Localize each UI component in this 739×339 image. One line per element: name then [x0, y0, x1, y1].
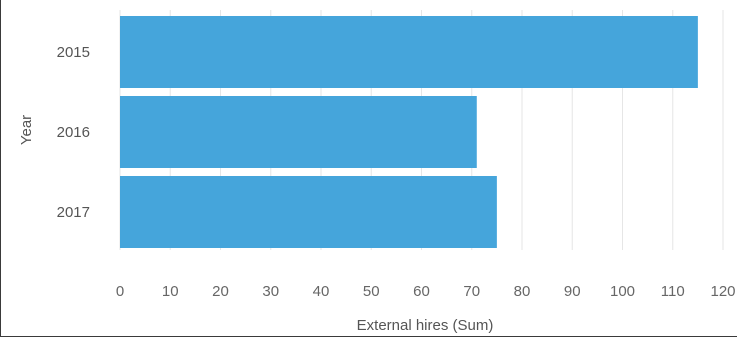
- category-label-2016: 2016: [57, 124, 90, 141]
- x-tick-label: 40: [313, 283, 330, 300]
- x-tick-label: 110: [661, 283, 685, 300]
- bar-2015[interactable]: [120, 16, 698, 88]
- x-tick-label: 120: [710, 283, 735, 300]
- y-category-labels: 2015 2016 2017: [57, 44, 90, 221]
- x-axis-title: External hires (Sum): [357, 317, 494, 334]
- x-tick-label: 50: [363, 283, 380, 300]
- x-tick-label: 10: [162, 283, 179, 300]
- category-label-2015: 2015: [57, 44, 90, 61]
- x-tick-label: 30: [262, 283, 279, 300]
- x-tick-labels: 0 10 20 30 40 50 60 70 80 90 100 110 120: [116, 283, 736, 300]
- y-axis-title: Year: [18, 115, 35, 145]
- x-tick-label: 0: [116, 283, 124, 300]
- bar-2017[interactable]: [120, 176, 497, 248]
- x-tick-label: 20: [212, 283, 229, 300]
- x-tick-label: 100: [610, 283, 635, 300]
- x-tick-label: 70: [463, 283, 480, 300]
- category-label-2017: 2017: [57, 204, 90, 221]
- x-tick-label: 90: [564, 283, 581, 300]
- bars: [120, 16, 698, 248]
- x-tick-label: 80: [514, 283, 531, 300]
- bar-2016[interactable]: [120, 96, 477, 168]
- x-tick-label: 60: [413, 283, 430, 300]
